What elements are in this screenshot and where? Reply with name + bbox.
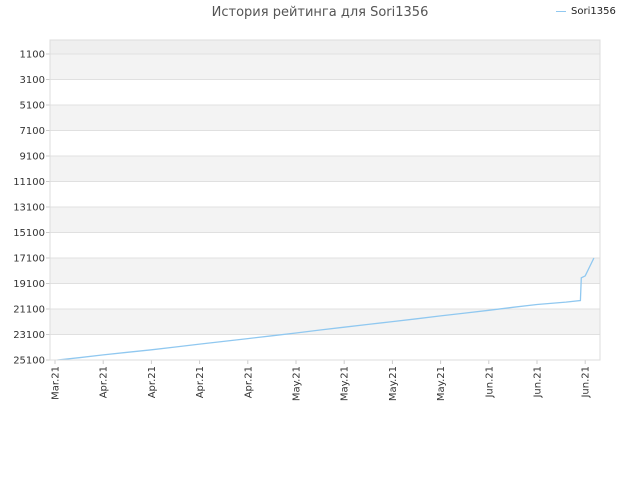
x-tick-label: Mar.21 [51,366,62,400]
y-tick-label: 9100 [20,152,45,163]
x-tick-label: Jun.21 [484,366,495,399]
grid-band [50,334,600,360]
x-tick-label: May.21 [388,366,399,401]
x-tick-label: Jun.21 [533,366,544,399]
y-tick-label: 17100 [13,254,45,265]
plot-frame [49,39,601,361]
series-line [57,257,595,361]
grid-band [50,283,600,309]
y-tick-label: 1100 [20,50,45,61]
grid-band [50,181,600,207]
y-tick-label: 5100 [20,101,45,112]
grid-lines [50,53,600,361]
grid-band [50,54,600,80]
y-axis-ticks: 1100 3100 5100 7100 9100 11100 13100 15100 17100… [13,50,50,367]
grid-band [50,258,600,284]
x-axis-ticks: Mar.21 Apr.21 Apr.21 Apr.21 Apr.21 May.21 May.… [51,360,592,401]
legend-label: Sori1356 [571,6,616,17]
legend-line-swatch [556,10,566,12]
y-tick-label: 11100 [13,177,45,188]
legend: Sori1356 [556,6,616,17]
grid-band [50,232,600,258]
y-tick-label: 7100 [20,126,45,137]
x-tick-label: Apr.21 [147,366,158,398]
y-tick-label: 13100 [13,203,45,214]
x-tick-label: Apr.21 [195,366,206,398]
x-tick-label: May.21 [292,366,303,401]
x-tick-label: Apr.21 [243,366,254,398]
series-layer [57,257,595,361]
grid-band [50,207,600,233]
grid-band [50,130,600,156]
y-tick-label: 3100 [20,75,45,86]
x-tick-label: May.21 [340,366,351,401]
x-tick-label: Apr.21 [99,366,110,398]
grid-band [50,309,600,335]
grid-band [50,105,600,131]
y-tick-label: 21100 [13,305,45,316]
grid-band [50,156,600,182]
grid-band [50,79,600,105]
y-tick-label: 15100 [13,228,45,239]
grid-bands [50,40,600,360]
chart-title: История рейтинга для Sori1356 [211,5,429,20]
y-tick-label: 23100 [13,330,45,341]
grid-band [50,40,600,54]
x-tick-label: Jun.21 [581,366,592,399]
x-tick-label: May.21 [436,366,447,401]
y-tick-label: 25100 [13,356,45,367]
y-tick-label: 19100 [13,279,45,290]
